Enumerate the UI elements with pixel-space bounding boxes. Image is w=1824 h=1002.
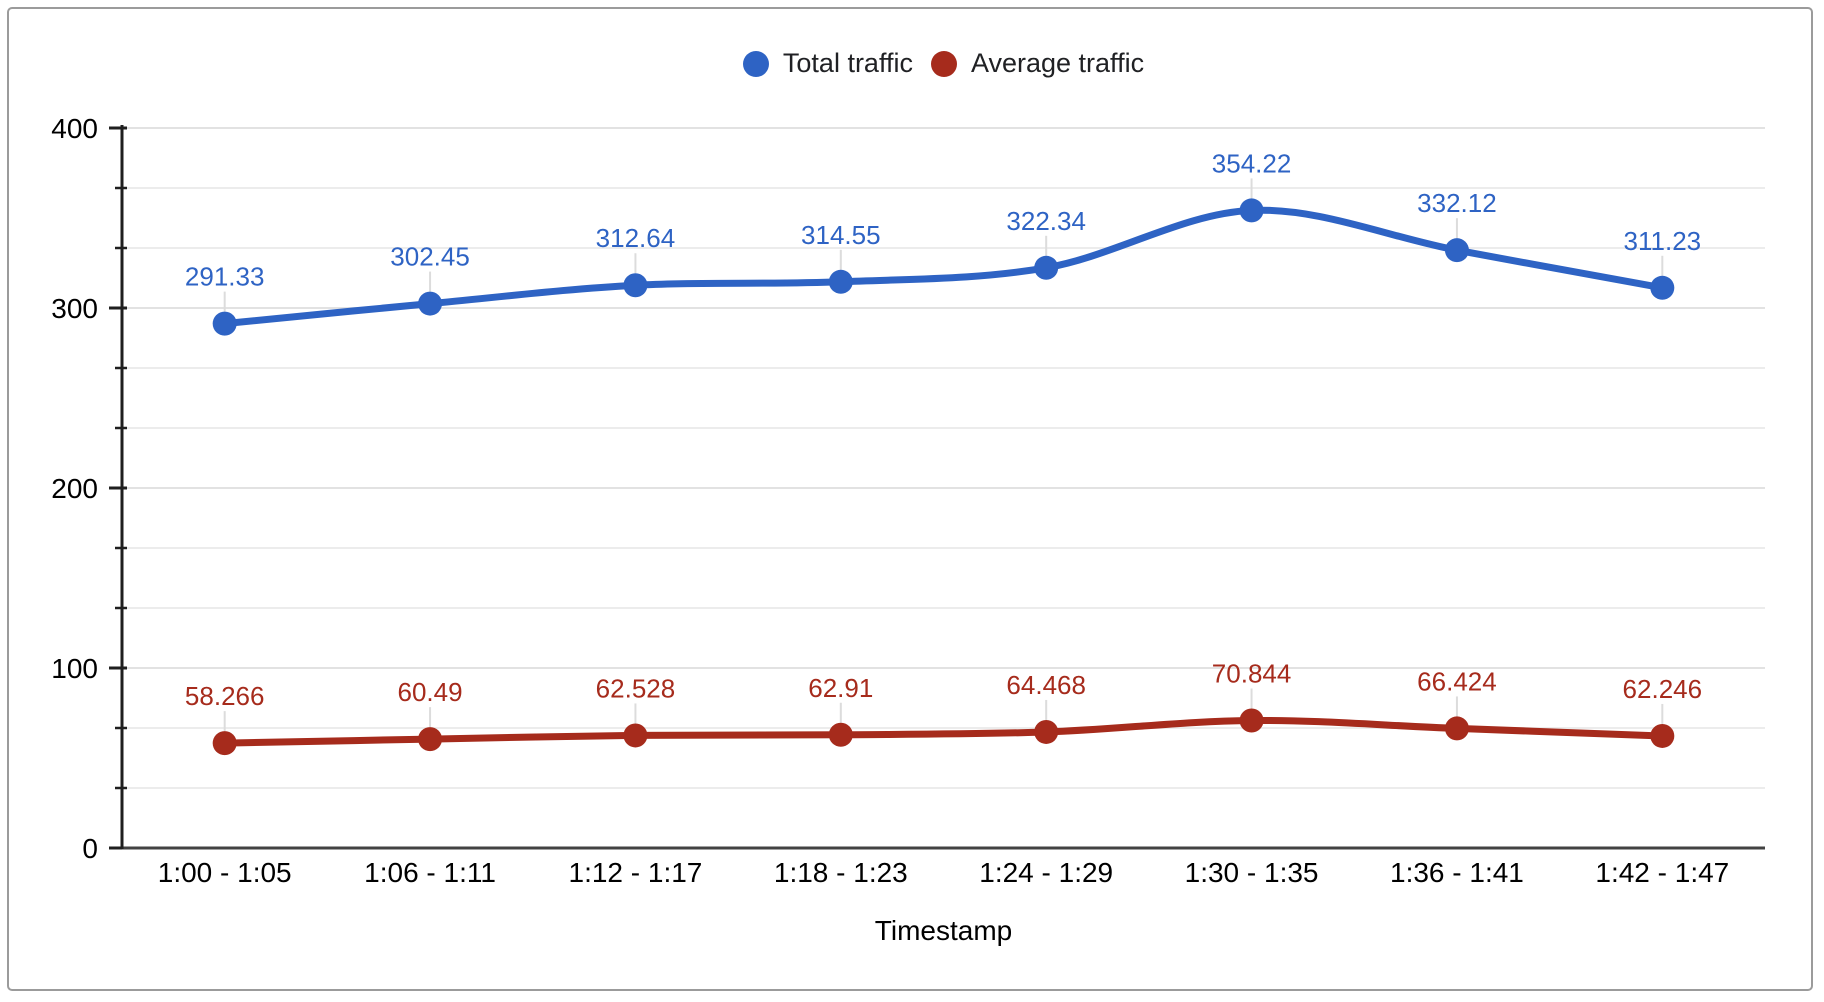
x-axis-tick-label: 1:00 - 1:05 [158, 857, 292, 888]
x-axis-tick-label: 1:30 - 1:35 [1185, 857, 1319, 888]
data-label-average-traffic: 60.49 [398, 677, 463, 707]
data-label-average-traffic: 62.528 [596, 673, 676, 703]
x-axis-tick-label: 1:06 - 1:11 [364, 857, 496, 888]
data-label-total-traffic: 314.55 [801, 220, 881, 250]
data-point-average-traffic-2[interactable] [623, 723, 648, 748]
data-point-average-traffic-0[interactable] [212, 731, 237, 756]
x-axis-title: Timestamp [875, 915, 1012, 946]
data-label-total-traffic: 311.23 [1624, 226, 1702, 256]
data-point-total-traffic-4[interactable] [1034, 255, 1059, 280]
legend-dot-average-traffic [930, 50, 957, 77]
data-point-average-traffic-7[interactable] [1650, 723, 1675, 748]
y-axis-tick-label: 300 [51, 293, 98, 324]
data-point-total-traffic-0[interactable] [212, 311, 237, 336]
data-point-average-traffic-6[interactable] [1444, 716, 1469, 741]
data-point-average-traffic-4[interactable] [1034, 719, 1059, 744]
data-point-total-traffic-1[interactable] [418, 291, 443, 316]
series-line-total-traffic [221, 206, 1666, 328]
y-axis-tick-label: 400 [51, 113, 98, 144]
x-axis-tick-label: 1:36 - 1:41 [1390, 857, 1524, 888]
data-label-total-traffic: 322.34 [1006, 206, 1086, 236]
data-label-average-traffic: 62.91 [808, 673, 873, 703]
data-point-total-traffic-5[interactable] [1239, 198, 1264, 223]
data-label-average-traffic: 58.266 [185, 681, 265, 711]
data-label-total-traffic: 332.12 [1417, 188, 1497, 218]
x-axis-tick-label: 1:12 - 1:17 [569, 857, 703, 888]
data-label-average-traffic: 66.424 [1417, 666, 1497, 696]
chart-frame [7, 7, 1813, 991]
y-axis-tick-label: 100 [51, 653, 98, 684]
y-axis-tick-label: 0 [82, 833, 98, 864]
data-point-total-traffic-6[interactable] [1444, 238, 1469, 263]
data-label-average-traffic: 64.468 [1006, 670, 1086, 700]
data-point-average-traffic-3[interactable] [828, 722, 853, 747]
legend-label-average-traffic: Average traffic [970, 48, 1145, 78]
series-line-average-traffic [221, 716, 1666, 747]
data-point-average-traffic-1[interactable] [418, 727, 443, 752]
data-point-average-traffic-5[interactable] [1239, 708, 1264, 733]
data-point-total-traffic-3[interactable] [828, 269, 853, 294]
data-label-total-traffic: 312.64 [596, 223, 676, 253]
data-label-average-traffic: 62.246 [1623, 674, 1703, 704]
chart-legend: Total traffic Average traffic [122, 48, 1765, 79]
data-label-total-traffic: 354.22 [1212, 148, 1292, 178]
x-axis-tick-label: 1:24 - 1:29 [979, 857, 1113, 888]
data-label-average-traffic: 70.844 [1212, 658, 1292, 688]
legend-item-total-traffic[interactable]: Total traffic [742, 48, 913, 79]
x-axis-tick-label: 1:42 - 1:47 [1595, 857, 1729, 888]
data-point-total-traffic-2[interactable] [623, 273, 648, 298]
legend-label-total-traffic: Total traffic [782, 48, 913, 78]
data-label-total-traffic: 291.33 [185, 262, 265, 292]
x-axis-tick-label: 1:18 - 1:23 [774, 857, 908, 888]
data-label-total-traffic: 302.45 [390, 242, 470, 272]
legend-dot-total-traffic [742, 50, 769, 77]
legend-item-average-traffic[interactable]: Average traffic [930, 48, 1145, 79]
y-axis-tick-label: 200 [51, 473, 98, 504]
data-point-total-traffic-7[interactable] [1650, 275, 1675, 300]
